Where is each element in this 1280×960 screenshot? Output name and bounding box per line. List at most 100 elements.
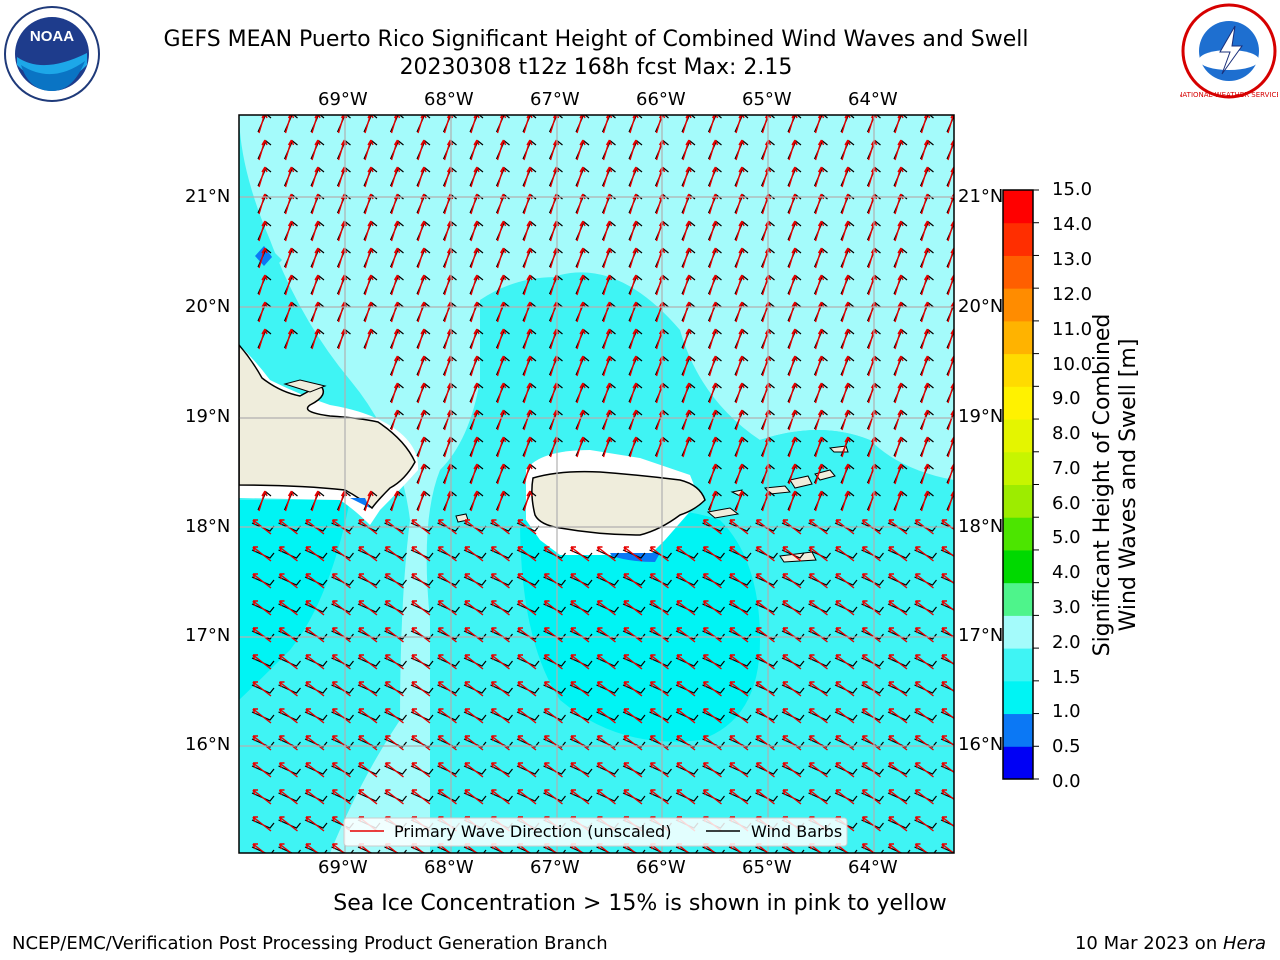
wave-direction-arrow	[788, 220, 798, 242]
wave-direction-arrow	[920, 328, 931, 350]
wave-direction-arrow	[941, 843, 954, 853]
wind-barb	[728, 576, 752, 586]
wave-direction-arrow	[920, 139, 931, 161]
wind-barb	[278, 684, 301, 694]
wave-direction-arrow	[305, 762, 325, 778]
wind-barb	[437, 522, 460, 532]
wave-direction-arrow	[861, 654, 881, 670]
machine-name: Hera	[1222, 933, 1266, 954]
wind-barb	[410, 846, 434, 853]
wind-barb	[914, 846, 937, 853]
wave-direction-arrow	[755, 573, 775, 589]
wave-direction-arrow	[252, 546, 272, 562]
wind-barb	[728, 738, 752, 748]
wave-direction-arrow	[523, 328, 533, 350]
wave-direction-arrow	[517, 627, 537, 643]
wind-barb	[940, 522, 954, 530]
wind-barb	[702, 684, 725, 694]
wave-direction-arrow	[576, 139, 586, 161]
wind-barb	[516, 522, 540, 532]
wave-direction-arrow	[384, 627, 404, 643]
wind-barb	[887, 576, 911, 586]
wind-barb	[304, 576, 328, 586]
wave-direction-arrow	[623, 654, 643, 670]
wind-barb	[596, 846, 619, 853]
wave-direction-arrow	[496, 274, 507, 296]
wind-barb	[596, 603, 619, 613]
wind-barb	[410, 765, 434, 775]
wave-direction-arrow	[861, 708, 881, 724]
wave-direction-arrow	[470, 355, 480, 377]
wave-direction-arrow	[517, 600, 537, 616]
lat-label: 16°N	[185, 734, 231, 755]
wind-barb	[887, 549, 911, 559]
lat-label: 20°N	[958, 296, 1004, 317]
wind-barb	[278, 657, 301, 667]
wave-direction-arrow	[570, 681, 590, 697]
wind-barb	[596, 630, 619, 640]
wind-barb	[543, 630, 566, 640]
wave-direction-arrow	[278, 600, 298, 616]
wind-barb	[331, 630, 354, 640]
sea-fill-1-0	[520, 510, 760, 742]
wave-direction-arrow	[649, 600, 669, 616]
wave-direction-arrow	[782, 546, 802, 562]
wave-direction-arrow	[920, 355, 931, 377]
wave-direction-arrow	[735, 274, 745, 296]
wind-barb	[808, 846, 831, 853]
wind-barb	[331, 657, 354, 667]
colorbar-tick: 1.5	[1052, 667, 1081, 688]
wave-direction-arrow	[861, 546, 881, 562]
wave-direction-arrow	[702, 681, 722, 697]
wave-direction-arrow	[390, 409, 401, 431]
wind-barb	[887, 522, 911, 532]
wave-direction-arrow	[914, 816, 934, 832]
wave-direction-arrow	[258, 328, 268, 350]
wind-barb	[808, 603, 831, 613]
wave-direction-arrow	[888, 600, 908, 616]
wave-direction-arrow	[278, 816, 298, 832]
wave-direction-arrow	[782, 735, 802, 751]
wave-direction-arrow	[496, 436, 507, 458]
wind-barb	[251, 657, 275, 667]
lon-label: 64°W	[848, 89, 898, 110]
wind-barb	[755, 792, 778, 802]
wave-direction-arrow	[914, 627, 934, 643]
wave-direction-arrow	[708, 328, 719, 350]
wind-barb	[251, 711, 275, 721]
wave-direction-arrow	[384, 789, 404, 805]
wind-barb	[675, 576, 699, 586]
wave-direction-arrow	[623, 600, 643, 616]
wind-barb	[702, 657, 725, 667]
wind-barb	[251, 819, 275, 829]
wave-direction-arrow	[782, 789, 802, 805]
wave-direction-arrow	[523, 139, 533, 161]
wave-direction-arrow	[894, 463, 904, 485]
wave-direction-arrow	[496, 139, 507, 161]
lon-label: 69°W	[318, 857, 368, 878]
wave-direction-arrow	[384, 735, 404, 751]
wind-barb	[728, 630, 752, 640]
wave-direction-arrow	[305, 789, 325, 805]
wind-barb	[887, 630, 911, 640]
wind-barb	[278, 765, 301, 775]
wind-barb	[410, 792, 434, 802]
wave-direction-arrow	[284, 247, 295, 269]
wave-direction-arrow	[788, 166, 798, 188]
wave-direction-arrow	[841, 382, 851, 404]
wave-direction-arrow	[835, 735, 855, 751]
lon-label: 66°W	[636, 857, 686, 878]
colorbar-tick: 14.0	[1052, 214, 1093, 235]
wave-direction-arrow	[649, 573, 669, 589]
wave-direction-arrow	[390, 166, 401, 188]
wave-direction-arrow	[464, 708, 484, 724]
wave-direction-arrow	[258, 166, 268, 188]
wind-barb	[463, 738, 487, 748]
wind-barb	[304, 846, 328, 853]
wind-barb	[357, 549, 381, 559]
wave-direction-arrow	[543, 573, 563, 589]
wave-direction-arrow	[278, 762, 298, 778]
wave-direction-arrow	[676, 762, 696, 778]
wind-barb	[251, 603, 275, 613]
wave-direction-arrow	[941, 600, 954, 612]
